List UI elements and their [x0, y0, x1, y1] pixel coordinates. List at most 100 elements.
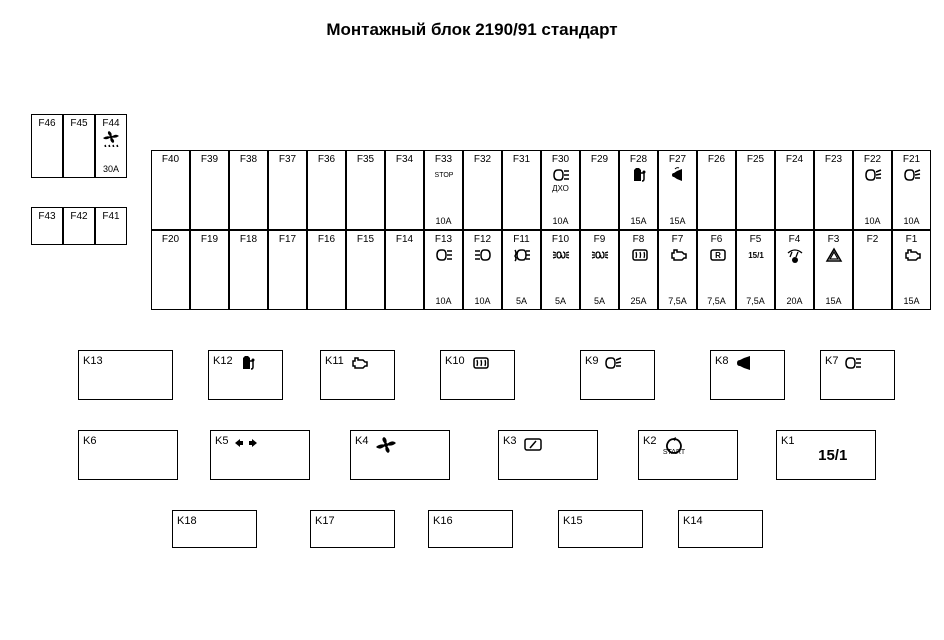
fuse-F18: F18: [229, 230, 268, 310]
relay-label: K13: [83, 355, 103, 367]
fuse-F32: F32: [463, 150, 502, 230]
fuse-F35: F35: [346, 150, 385, 230]
relay-K6: K6: [78, 430, 178, 480]
fan-heat-icon: [102, 131, 120, 147]
relay-K2: K2: [638, 430, 738, 480]
fuse-F19: F19: [190, 230, 229, 310]
fuse-F20: F20: [151, 230, 190, 310]
text151-icon: [747, 247, 765, 263]
fuse-F30: F30ДХО10A: [541, 150, 580, 230]
fuse-label: F28: [630, 154, 647, 165]
relay-K14: K14: [678, 510, 763, 548]
relay-K11: K11: [320, 350, 395, 400]
relay-K4: K4: [350, 430, 450, 480]
fuse-F15: F15: [346, 230, 385, 310]
fuse-amp: 10A: [435, 296, 451, 306]
relay-label: K1: [781, 435, 794, 447]
side-lights-icon: [552, 247, 570, 263]
fuse-F4: F420A: [775, 230, 814, 310]
fuse-label: F41: [102, 211, 119, 222]
fuse-label: F37: [279, 154, 296, 165]
fuse-F25: F25: [736, 150, 775, 230]
headlight-left-icon: [474, 247, 492, 263]
fuse-label: F13: [435, 234, 452, 245]
fuse-label: F44: [102, 118, 119, 129]
fuse-label: F46: [38, 118, 55, 129]
fuse-F34: F34: [385, 150, 424, 230]
fuse-label: F26: [708, 154, 725, 165]
arrows-icon: [234, 435, 258, 455]
fuse-F39: F39: [190, 150, 229, 230]
fuse-F22: F2210A: [853, 150, 892, 230]
fuse-amp: 20A: [786, 296, 802, 306]
diagram-layout: F46F45F4430AF43F42F41F40F39F38F37F36F35F…: [20, 60, 924, 620]
fuse-label: F24: [786, 154, 803, 165]
fuse-label: F6: [711, 234, 723, 245]
fuse-label: F5: [750, 234, 762, 245]
relay-label: K11: [325, 355, 344, 367]
fuse-F2: F2: [853, 230, 892, 310]
fuse-amp: 10A: [552, 216, 568, 226]
relay-label: K15: [563, 515, 583, 527]
fuse-F24: F24: [775, 150, 814, 230]
relay-K10: K10: [440, 350, 515, 400]
fuse-F6: F67,5A: [697, 230, 736, 310]
fuse-amp: 15A: [669, 216, 685, 226]
relay-label: K7: [825, 355, 838, 367]
fuse-label: F39: [201, 154, 218, 165]
fuse-label: F3: [828, 234, 840, 245]
fuse-label: F14: [396, 234, 413, 245]
relay-label: K16: [433, 515, 453, 527]
fuse-label: F25: [747, 154, 764, 165]
horn-icon: [734, 355, 758, 375]
fuel-icon: [239, 355, 263, 375]
relay-K5: K5: [210, 430, 310, 480]
fuse-F28: F28 15A: [619, 150, 658, 230]
fuse-label: F17: [279, 234, 296, 245]
relay-label: K5: [215, 435, 228, 447]
fuel-icon: [630, 167, 648, 183]
fuse-label: F30: [552, 154, 569, 165]
beam-right-icon: [864, 167, 882, 183]
fuse-F33: F3310A: [424, 150, 463, 230]
fuse-label: F8: [633, 234, 645, 245]
start-icon: [662, 435, 686, 455]
defrost-icon: [471, 355, 495, 375]
relay-label: K14: [683, 515, 703, 527]
fuse-F37: F37: [268, 150, 307, 230]
fuse-F11: F115A: [502, 230, 541, 310]
wiper-icon: [522, 435, 546, 455]
fuse-F17: F17: [268, 230, 307, 310]
fuse-amp: 15A: [825, 296, 841, 306]
headlight-right-icon: [435, 247, 453, 263]
relay-K8: K8: [710, 350, 785, 400]
fuse-label: F40: [162, 154, 179, 165]
fuse-F1: F115A: [892, 230, 931, 310]
fuse-label: F45: [70, 118, 87, 129]
relay-K17: K17: [310, 510, 395, 548]
fuse-amp: 7,5A: [668, 296, 687, 306]
fuse-label: F1: [906, 234, 918, 245]
fuse-F13: F13 10A: [424, 230, 463, 310]
relay-label: K6: [83, 435, 96, 447]
beam-right-icon: [604, 355, 628, 375]
relay-label: K4: [355, 435, 368, 447]
fuse-label: F18: [240, 234, 257, 245]
fuse-F26: F26: [697, 150, 736, 230]
relay-K3: K3: [498, 430, 598, 480]
fuse-F40: F40: [151, 150, 190, 230]
fuse-F9: F95A: [580, 230, 619, 310]
relay-bigtext: 15/1: [818, 447, 847, 464]
fuse-amp: 10A: [903, 216, 919, 226]
fuse-amp: 15A: [630, 216, 646, 226]
relay-label: K17: [315, 515, 335, 527]
fuse-label: F15: [357, 234, 374, 245]
fuse-F23: F23: [814, 150, 853, 230]
hazard-icon: [825, 247, 843, 263]
fuse-F43: F43: [31, 207, 63, 245]
fuse-label: F9: [594, 234, 606, 245]
headlight-right-icon: [844, 355, 868, 375]
fuse-label: F21: [903, 154, 920, 165]
relay-K1: K1 15/1: [776, 430, 876, 480]
fuse-amp: 25A: [630, 296, 646, 306]
